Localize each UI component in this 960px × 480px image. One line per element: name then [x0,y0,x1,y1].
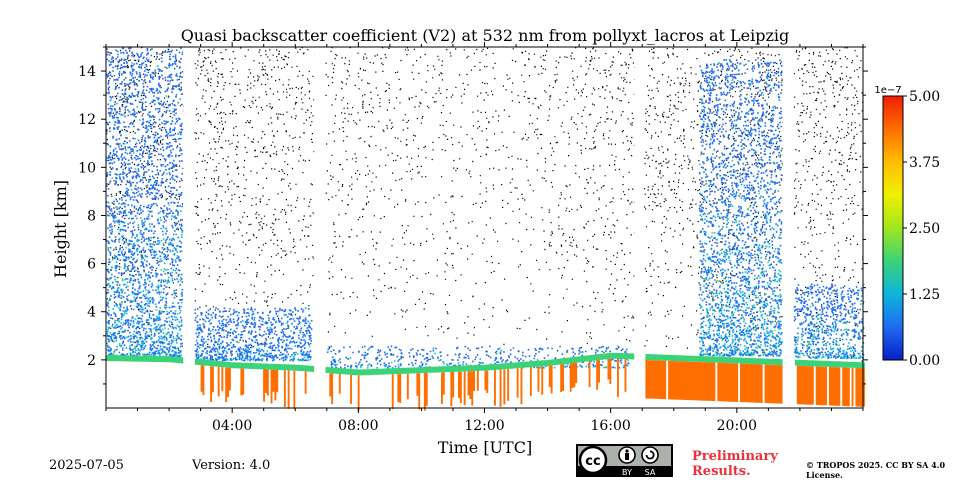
y-tick-label: 2 [87,353,96,369]
preliminary-results-note: Preliminary Results. [692,449,778,479]
x-axis: 04:00 08:00 12:00 16:00 20:00 [105,42,864,434]
by-text: BY [622,468,632,477]
copyright-note: © TROPOS 2025. CC BY SA 4.0 License. [806,460,946,480]
boundary-layer-aerosol-band [200,358,865,411]
y-axis: 2 4 6 8 10 12 14 [78,46,868,385]
cc-license-badge[interactable]: cc BY SA [576,444,673,477]
data-gap [314,47,326,408]
y-tick-label: 8 [87,208,96,224]
version-label: Version: 4.0 [192,458,271,473]
colorbar-tick-label: 5.00 [909,89,940,105]
sa-text: SA [645,468,656,477]
colorbar-tick-label: 2.50 [909,221,940,237]
x-tick-label: 12:00 [464,418,504,434]
colorbar-tick-label: 1.25 [909,287,940,303]
x-tick-label: 16:00 [590,418,630,434]
x-tick-label: 20:00 [717,418,757,434]
colorbar: 1e−7 0.00 1.25 2.50 3.75 5.00 [874,85,940,369]
by-icon-body [625,453,629,460]
y-tick-label: 4 [87,305,96,321]
colorbar-ramp [882,95,904,361]
data-gap [782,47,794,408]
y-tick-label: 14 [78,64,96,80]
by-icon-head [625,449,629,453]
chart-title: Quasi backscatter coefficient (V2) at 53… [181,26,790,45]
cc-glyph: cc [585,454,600,469]
x-axis-label: Time [UTC] [438,438,532,457]
data-gap-layer [183,47,794,408]
y-axis-label: Height [km] [51,180,70,278]
sa-icon [641,446,659,464]
date-label: 2025-07-05 [49,458,124,473]
colorbar-tick-label: 0.00 [909,353,940,369]
y-tick-label: 6 [87,257,96,273]
cc-icon [578,445,608,475]
colorbar-ticks: 0.00 1.25 2.50 3.75 5.00 [903,89,940,369]
boundary-layer-aerosol [106,352,865,411]
sa-icon-arrow [645,450,655,460]
y-tick-label: 12 [78,112,96,128]
x-tick-label: 08:00 [338,418,378,434]
plot-area [105,46,865,411]
colorbar-scale-label: 1e−7 [874,85,901,96]
x-tick-label: 04:00 [212,418,252,434]
boundary-layer-top [106,352,865,376]
colorbar-tick-label: 3.75 [909,155,940,171]
y-tick-label: 10 [78,160,96,176]
data-gap [634,47,644,408]
data-gap [183,47,195,408]
